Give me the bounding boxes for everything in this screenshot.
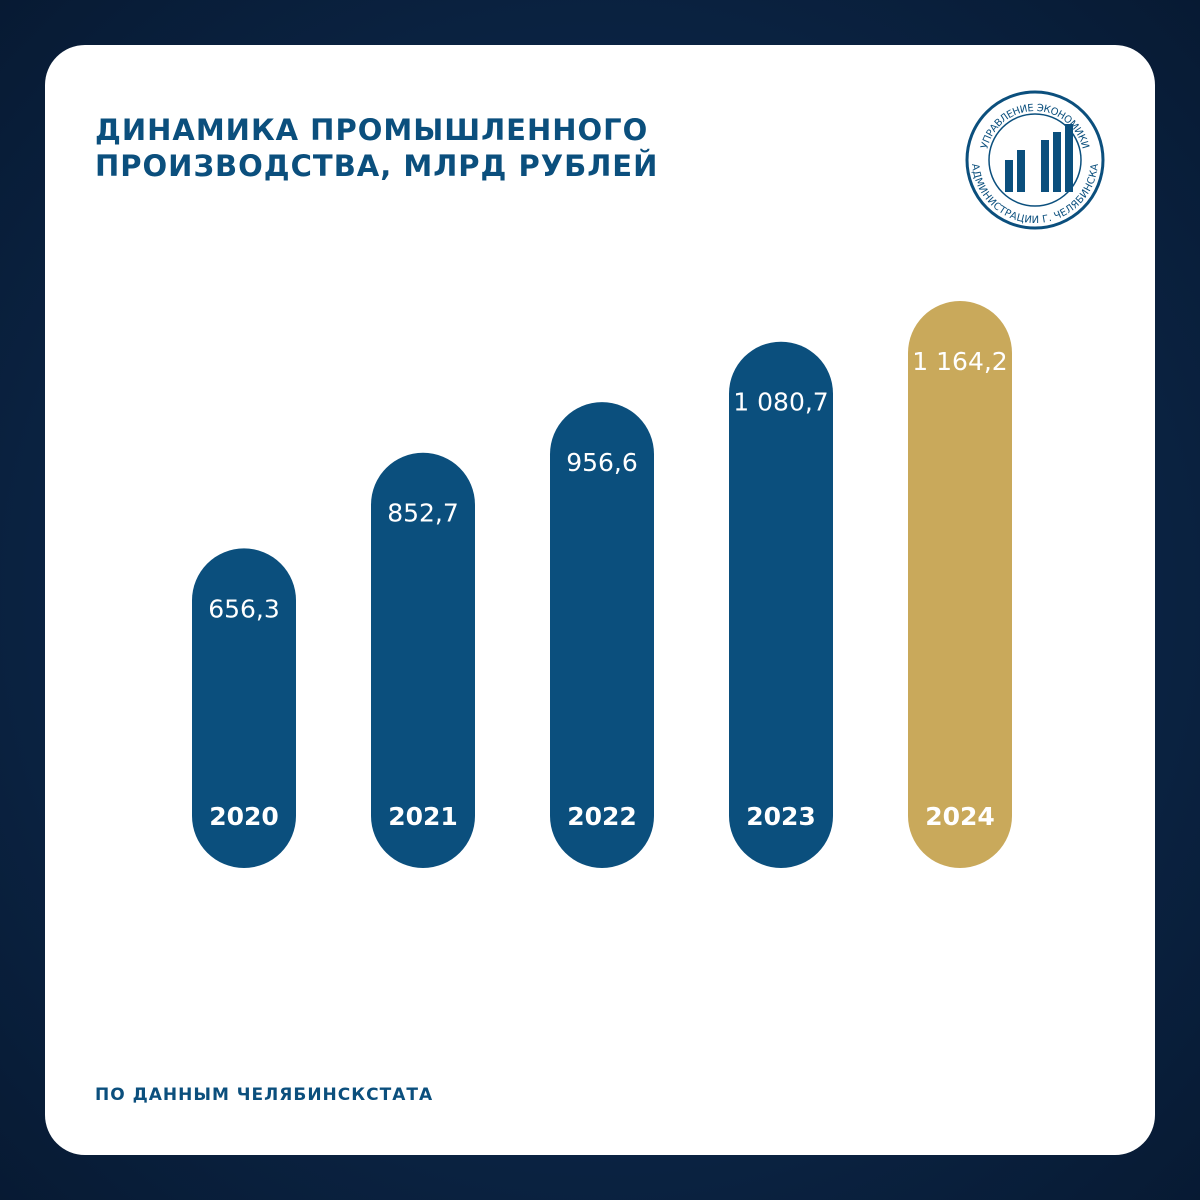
source-note: ПО ДАННЫМ ЧЕЛЯБИНСКСТАТА <box>95 1085 434 1105</box>
x-tick-label: 2021 <box>388 802 458 831</box>
bar <box>192 548 296 868</box>
bar <box>371 452 475 868</box>
x-tick-label: 2020 <box>209 802 279 831</box>
value-label: 852,7 <box>387 499 459 528</box>
x-tick-label: 2022 <box>567 802 637 831</box>
value-label: 1 080,7 <box>733 388 828 417</box>
logo-bottom-text: АДМИНИСТРАЦИИ Г. ЧЕЛЯБИНСКА <box>969 163 1101 226</box>
x-tick-label: 2024 <box>925 802 995 831</box>
value-label: 656,3 <box>208 594 280 623</box>
bar <box>729 341 833 868</box>
chart-title: ДИНАМИКА ПРОМЫШЛЕННОГО ПРОИЗВОДСТВА, МЛР… <box>95 113 659 183</box>
logo: УПРАВЛЕНИЕ ЭКОНОМИКИ АДМИНИСТРАЦИИ Г. ЧЕ… <box>965 90 1105 230</box>
x-tick-label: 2023 <box>746 802 816 831</box>
logo-top-text: УПРАВЛЕНИЕ ЭКОНОМИКИ <box>979 103 1090 150</box>
bar <box>908 301 1012 868</box>
logo-bottom-text-path: АДМИНИСТРАЦИИ Г. ЧЕЛЯБИНСКА <box>969 163 1101 226</box>
value-label: 956,6 <box>566 448 638 477</box>
bar <box>550 402 654 868</box>
value-label: 1 164,2 <box>912 347 1007 376</box>
logo-top-text-path: УПРАВЛЕНИЕ ЭКОНОМИКИ <box>979 103 1090 150</box>
